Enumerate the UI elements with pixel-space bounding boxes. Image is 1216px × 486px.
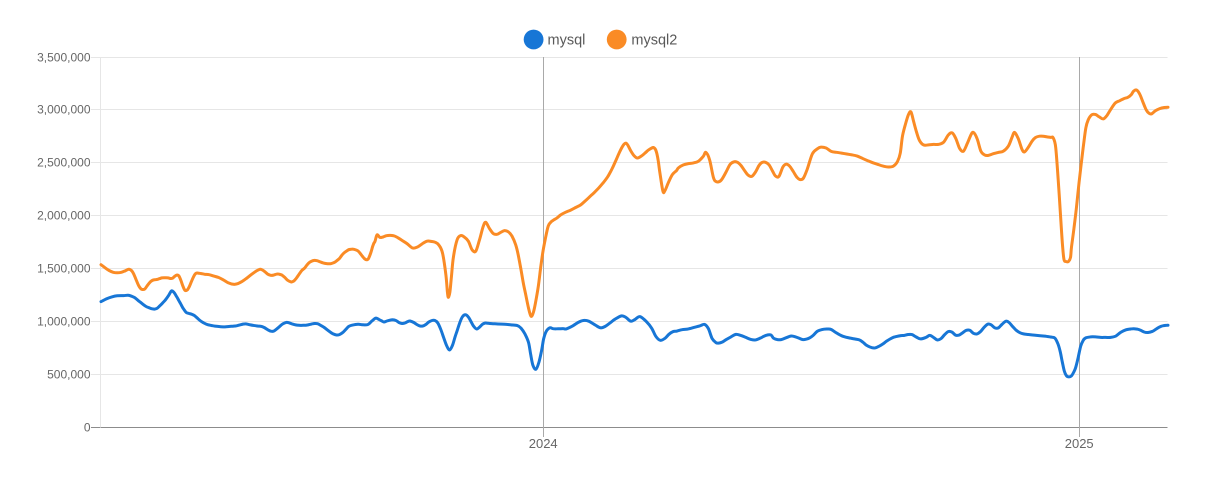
svg-text:500,000: 500,000 bbox=[47, 368, 91, 382]
svg-text:2,500,000: 2,500,000 bbox=[37, 156, 91, 170]
svg-text:mysql: mysql bbox=[548, 33, 586, 49]
svg-text:1,000,000: 1,000,000 bbox=[37, 315, 91, 329]
svg-text:3,000,000: 3,000,000 bbox=[37, 103, 91, 117]
svg-text:2025: 2025 bbox=[1065, 436, 1094, 451]
svg-text:3,500,000: 3,500,000 bbox=[37, 51, 91, 65]
svg-text:2024: 2024 bbox=[529, 436, 558, 451]
svg-text:mysql2: mysql2 bbox=[631, 33, 677, 49]
svg-text:2,000,000: 2,000,000 bbox=[37, 209, 91, 223]
svg-text:1,500,000: 1,500,000 bbox=[37, 262, 91, 276]
svg-text:0: 0 bbox=[84, 421, 91, 435]
